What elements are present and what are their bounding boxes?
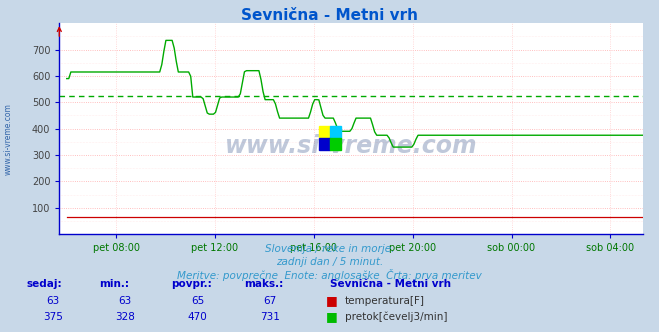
Text: Slovenija / reke in morje.: Slovenija / reke in morje. [265, 244, 394, 254]
Text: pretok[čevelj3/min]: pretok[čevelj3/min] [345, 311, 447, 322]
Text: min.:: min.: [99, 279, 129, 289]
Text: www.si-vreme.com: www.si-vreme.com [3, 104, 13, 175]
Text: maks.:: maks.: [244, 279, 283, 289]
Bar [319, 126, 330, 138]
Text: 470: 470 [188, 312, 208, 322]
Text: ■: ■ [326, 310, 338, 323]
Text: 63: 63 [119, 296, 132, 306]
Text: Sevnična - Metni vrh: Sevnična - Metni vrh [241, 8, 418, 23]
Text: 375: 375 [43, 312, 63, 322]
Text: Meritve: povprečne  Enote: anglosaške  Črta: prva meritev: Meritve: povprečne Enote: anglosaške Črt… [177, 269, 482, 281]
Bar [319, 138, 330, 150]
Text: zadnji dan / 5 minut.: zadnji dan / 5 minut. [276, 257, 383, 267]
Text: Sevnična - Metni vrh: Sevnična - Metni vrh [330, 279, 451, 289]
Text: 63: 63 [46, 296, 59, 306]
Text: 328: 328 [115, 312, 135, 322]
Text: ■: ■ [326, 294, 338, 307]
Bar [330, 126, 341, 138]
Text: povpr.:: povpr.: [171, 279, 212, 289]
Text: 731: 731 [260, 312, 280, 322]
Text: temperatura[F]: temperatura[F] [345, 296, 424, 306]
Text: sedaj:: sedaj: [26, 279, 62, 289]
Text: 67: 67 [264, 296, 277, 306]
Text: www.si-vreme.com: www.si-vreme.com [225, 133, 477, 157]
Bar [330, 138, 341, 150]
Text: 65: 65 [191, 296, 204, 306]
